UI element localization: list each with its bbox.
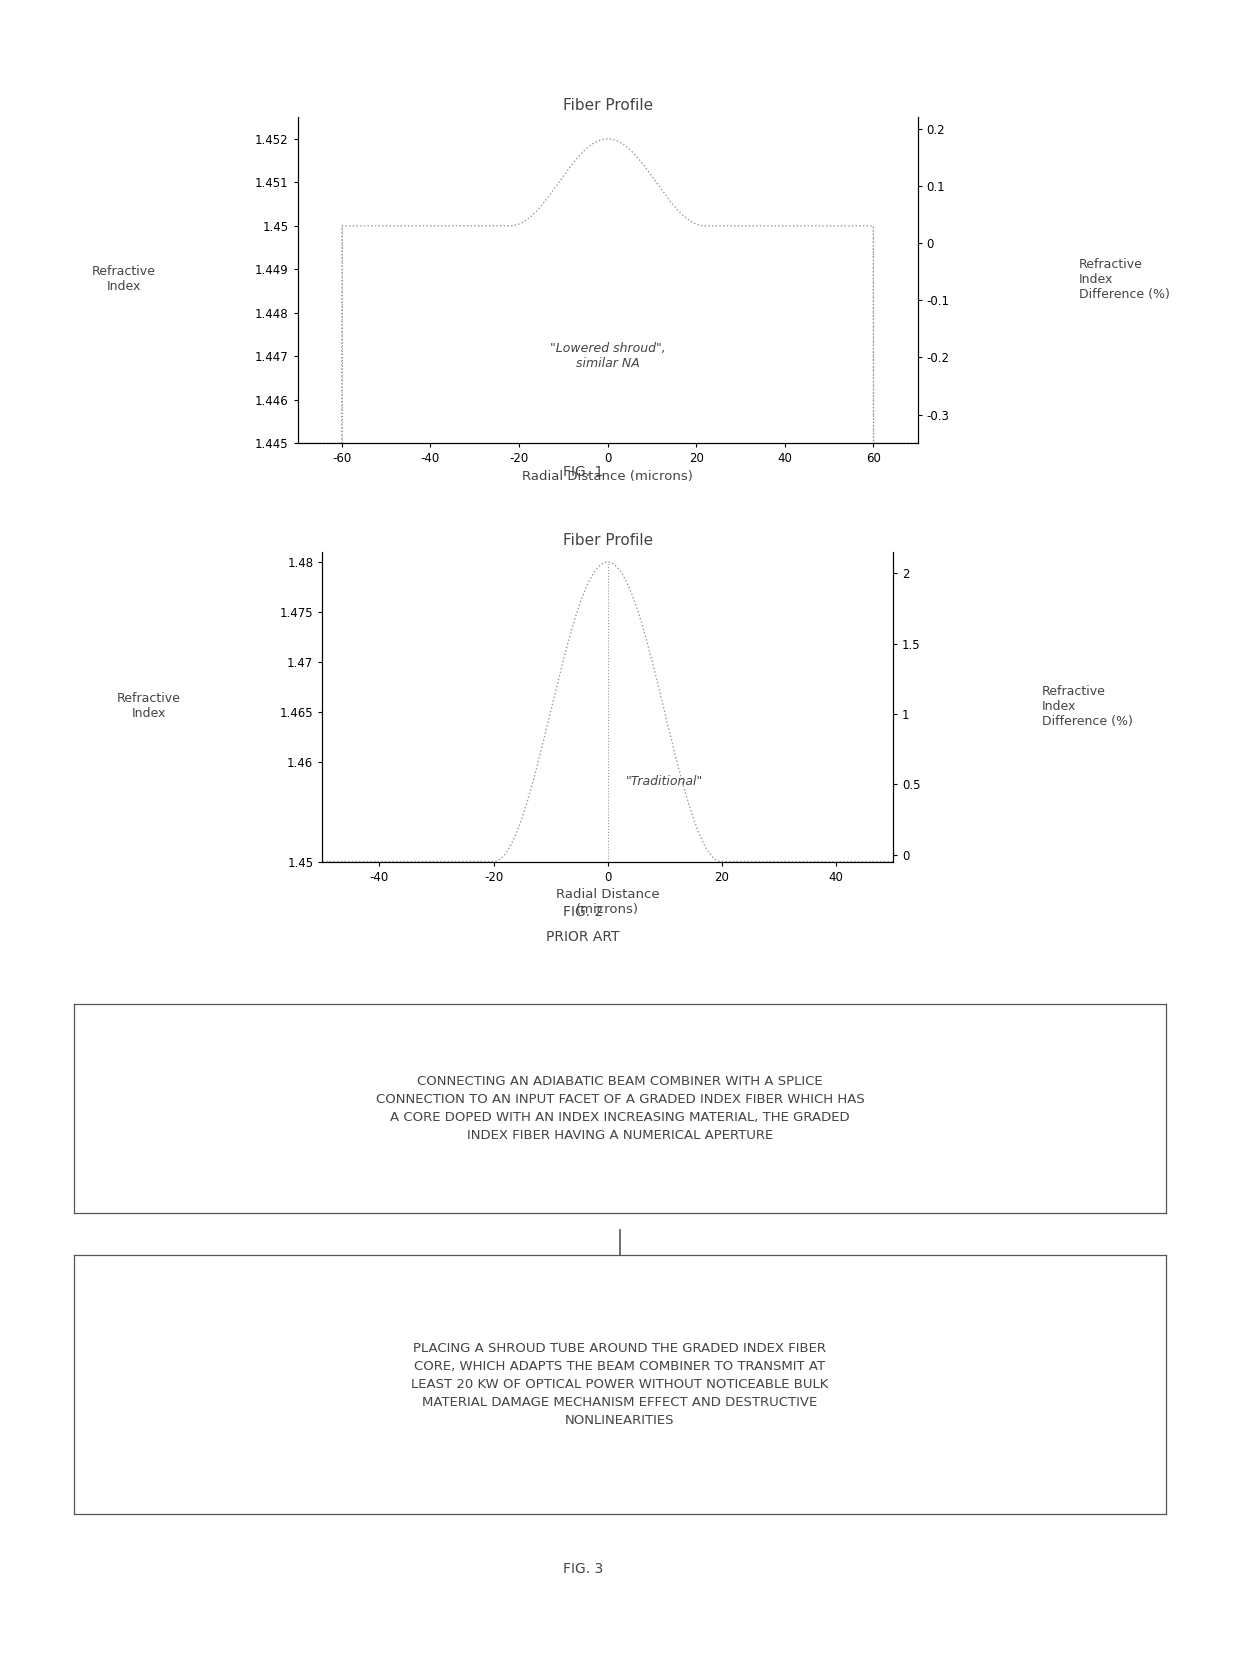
Text: FIG. 1: FIG. 1 [563, 465, 603, 478]
X-axis label: Radial Distance
(microns): Radial Distance (microns) [556, 888, 660, 915]
Text: Refractive
Index
Difference (%): Refractive Index Difference (%) [1042, 684, 1132, 728]
Text: "Lowered shroud",
similar NA: "Lowered shroud", similar NA [549, 343, 666, 370]
Text: Refractive
Index
Difference (%): Refractive Index Difference (%) [1079, 258, 1169, 301]
Text: "Traditional": "Traditional" [626, 775, 703, 788]
Text: Refractive
Index: Refractive Index [92, 266, 156, 293]
Text: PLACING A SHROUD TUBE AROUND THE GRADED INDEX FIBER
CORE, WHICH ADAPTS THE BEAM : PLACING A SHROUD TUBE AROUND THE GRADED … [412, 1342, 828, 1427]
X-axis label: Radial Distance (microns): Radial Distance (microns) [522, 470, 693, 482]
Title: Fiber Profile: Fiber Profile [563, 534, 652, 549]
Text: CONNECTING AN ADIABATIC BEAM COMBINER WITH A SPLICE
CONNECTION TO AN INPUT FACET: CONNECTING AN ADIABATIC BEAM COMBINER WI… [376, 1074, 864, 1143]
Text: PRIOR ART: PRIOR ART [546, 930, 620, 944]
Text: FIG. 2: FIG. 2 [563, 905, 603, 918]
Text: FIG. 3: FIG. 3 [563, 1563, 603, 1576]
Title: Fiber Profile: Fiber Profile [563, 99, 652, 114]
Text: Refractive
Index: Refractive Index [117, 693, 181, 719]
